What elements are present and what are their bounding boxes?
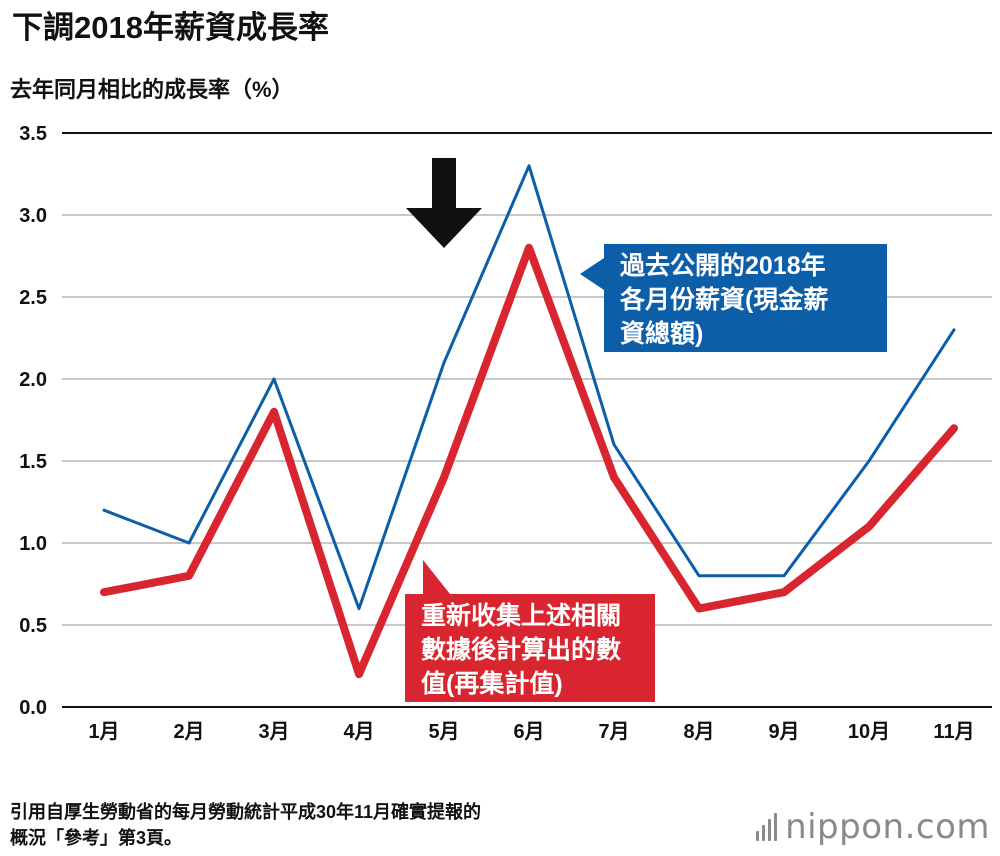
series-point-published — [272, 377, 276, 381]
y-tick-label: 2.5 — [19, 287, 47, 309]
annotation-layer — [406, 158, 482, 248]
recalculated-callout-pointer — [423, 560, 450, 594]
series-point-published — [442, 361, 446, 364]
x-tick-label: 1月 — [88, 721, 119, 743]
x-tick-label: 3月 — [258, 721, 289, 743]
down-arrow-icon — [406, 158, 482, 248]
series-line-published — [102, 164, 956, 611]
series-point-recalculated — [100, 588, 108, 596]
y-axis: 0.0 0.5 1.0 1.5 2.0 2.5 3.0 3.5 — [19, 123, 47, 719]
x-tick-label: 11月 — [933, 721, 974, 743]
series-point-published — [102, 509, 106, 512]
x-tick-label: 4月 — [343, 721, 374, 743]
published-callout-box — [604, 244, 887, 352]
source-line-1: 引用自厚生勞動省的每月勞動統計平成30年11月確實提報的 — [10, 801, 481, 822]
series-point-recalculated — [865, 523, 873, 531]
series-point-published — [527, 164, 531, 167]
y-axis-label: 去年同月相比的成長率（%） — [10, 77, 294, 102]
published-callout-text-line: 過去公開的2018年 — [620, 251, 826, 280]
series-point-recalculated — [440, 473, 448, 481]
series-point-recalculated — [695, 605, 703, 613]
y-tick-label: 1.0 — [19, 533, 47, 555]
x-tick-label: 5月 — [428, 721, 459, 743]
series-layer — [100, 164, 958, 679]
y-tick-label: 0.0 — [19, 697, 47, 719]
y-tick-label: 2.0 — [19, 369, 47, 391]
y-tick-label: 0.5 — [19, 615, 47, 637]
grid-layer — [62, 132, 992, 708]
brand-text: nippon.com — [785, 807, 990, 847]
x-tick-label: 2月 — [173, 721, 204, 743]
recalculated-callout-text-line: 數據後計算出的數 — [421, 635, 621, 664]
series-point-recalculated — [270, 408, 278, 416]
x-tick-label: 9月 — [768, 721, 799, 743]
brand-mark-icon — [756, 813, 778, 841]
series-point-recalculated — [780, 588, 788, 596]
recalculated-callout-text-line: 重新收集上述相關 — [421, 601, 621, 630]
series-point-published — [697, 574, 701, 577]
series-point-recalculated — [355, 670, 363, 678]
recalculated-callout-text-line: 值(再集計值) — [421, 669, 563, 698]
series-point-published — [187, 541, 191, 545]
y-tick-label: 1.5 — [19, 451, 47, 473]
x-tick-label: 8月 — [683, 721, 714, 743]
series-point-recalculated — [950, 424, 958, 432]
brand: nippon.com — [756, 810, 990, 844]
x-tick-label: 6月 — [513, 721, 544, 743]
published-callout-text-line: 資總額) — [620, 319, 703, 348]
series-point-published — [612, 443, 616, 446]
series-point-published — [357, 607, 361, 610]
y-tick-label: 3.0 — [19, 205, 47, 227]
series-point-recalculated — [610, 473, 618, 481]
x-tick-label: 7月 — [598, 721, 629, 743]
y-tick-label: 3.5 — [19, 123, 47, 145]
chart-title: 下調2018年薪資成長率 — [12, 10, 329, 45]
recalculated-callout-box — [405, 594, 655, 702]
series-point-published — [952, 328, 956, 331]
source-line-2: 概況「參考」第3頁。 — [10, 827, 182, 848]
series-point-recalculated — [525, 244, 533, 252]
series-point-published — [782, 574, 786, 577]
x-tick-label: 10月 — [848, 721, 890, 743]
series-point-recalculated — [185, 572, 193, 580]
series-point-published — [867, 459, 871, 463]
x-axis: 1月 2月 3月 4月 5月 6月 7月 8月 9月 10月 11月 — [88, 721, 974, 743]
published-callout-text-line: 各月份薪資(現金薪 — [619, 285, 828, 314]
published-callout-pointer — [580, 258, 604, 290]
